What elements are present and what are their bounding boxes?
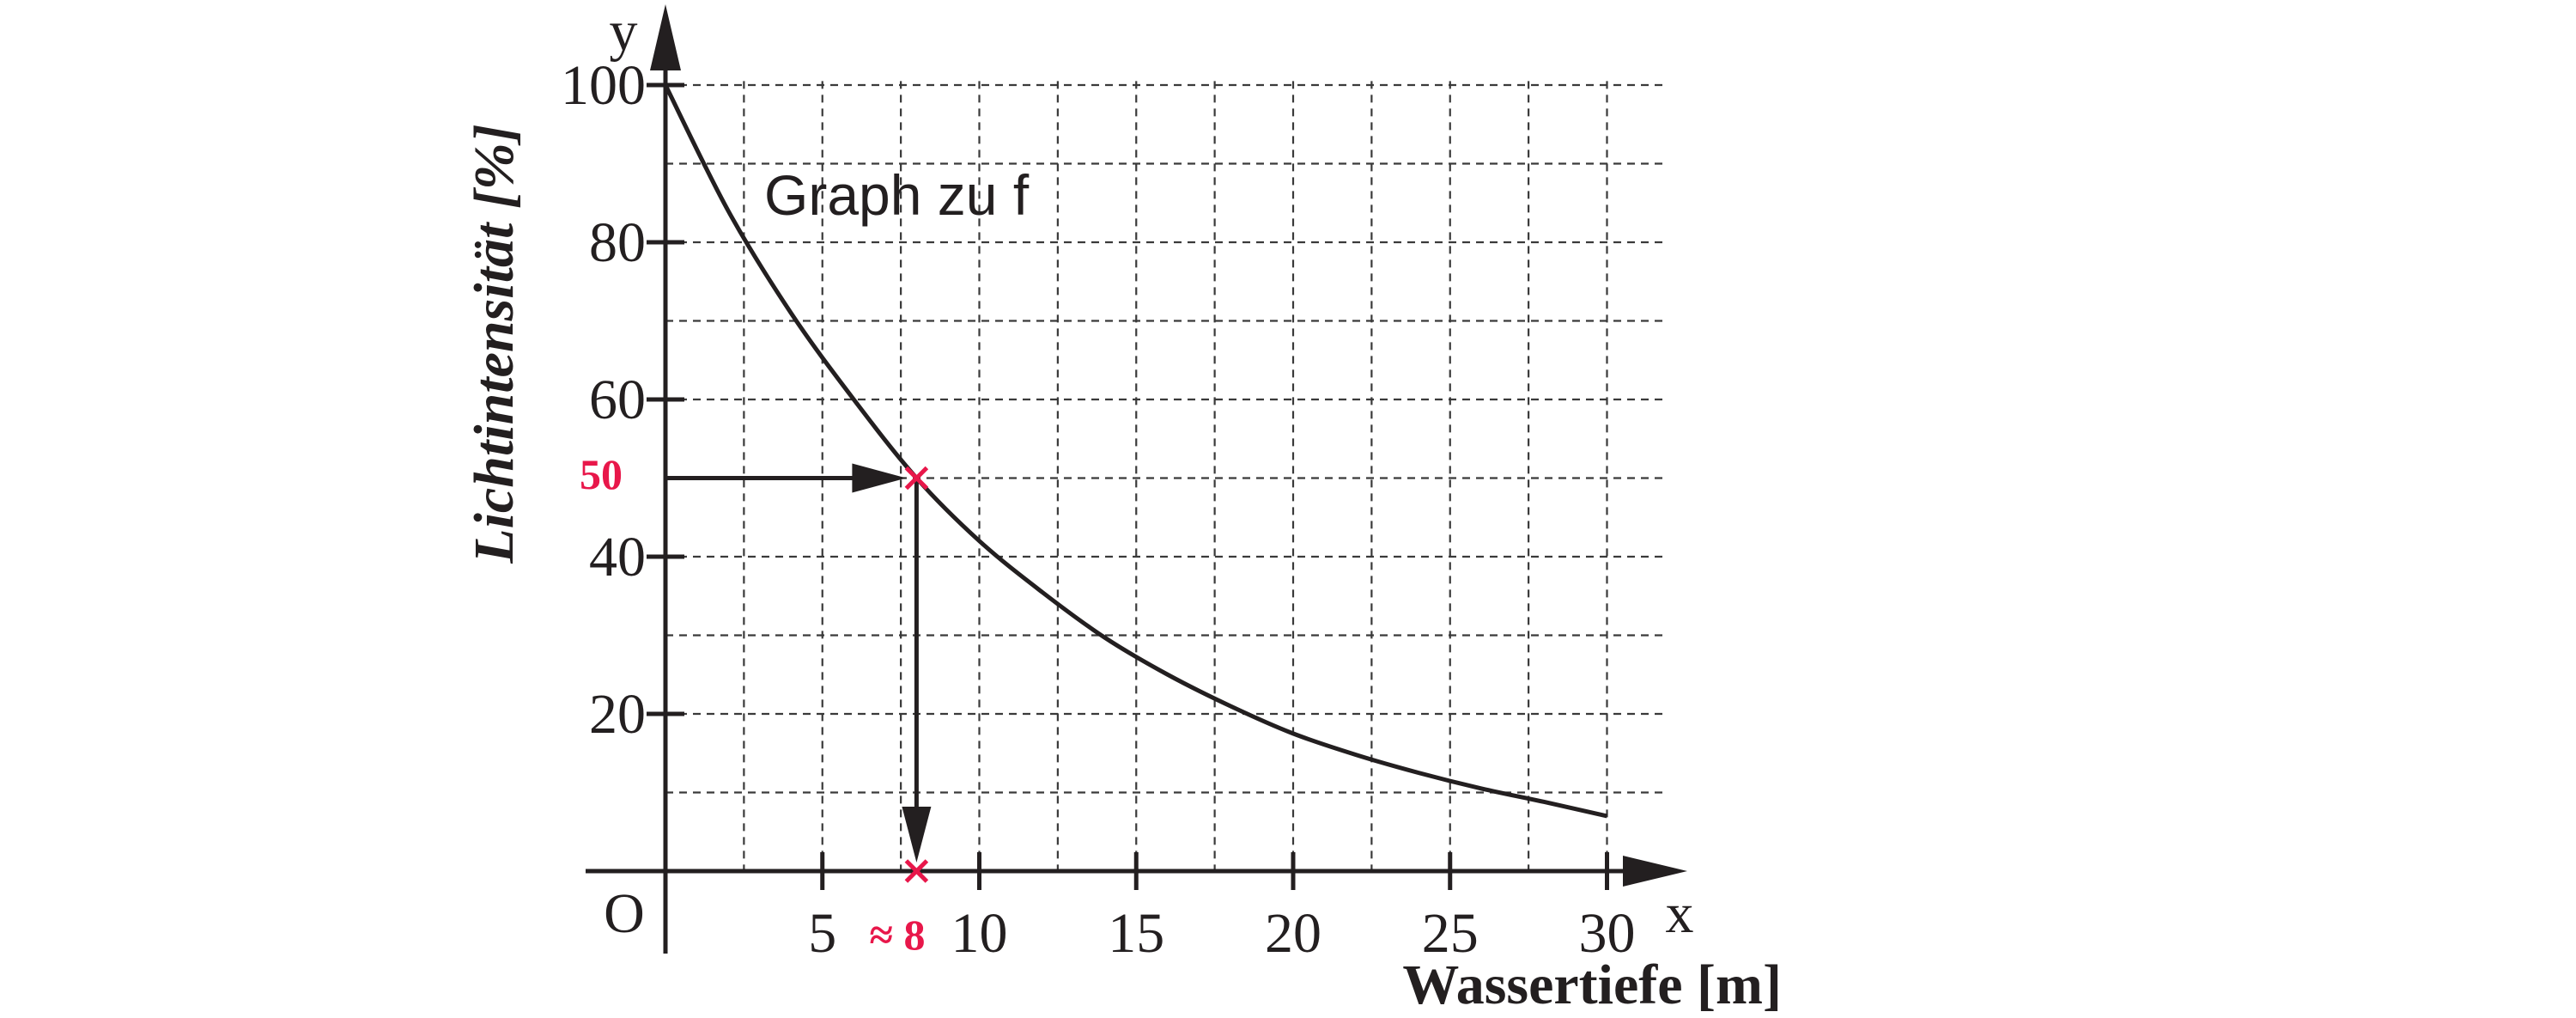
x-tick-label: 5: [808, 902, 836, 965]
x-tick-label: 15: [1108, 902, 1164, 965]
grid: [665, 81, 1664, 871]
annotations: [665, 463, 932, 883]
x-tick-label: 25: [1422, 902, 1479, 965]
y-tick-label: 60: [589, 369, 646, 431]
x-tick-label: 20: [1265, 902, 1321, 965]
ticks: 5 10 15 20 25 30 20 40 60 80 100: [561, 54, 1636, 965]
y-axis-label: Lichtintensität [%]: [463, 124, 526, 564]
cross-stroke: [904, 466, 929, 491]
axes: [586, 4, 1687, 954]
curve-point-marker: [904, 466, 929, 491]
cross-stroke: [904, 859, 929, 883]
y-tick-label: 20: [589, 683, 646, 746]
horizontal-guide-arrowhead: [852, 463, 907, 493]
y-tick-label: 80: [589, 211, 646, 274]
y-axis-name: y: [610, 0, 638, 63]
x-tick-label: 30: [1579, 902, 1636, 965]
y-axis-arrowhead: [650, 4, 681, 70]
y-tick-label: 40: [589, 526, 646, 588]
vertical-guide-arrowhead: [902, 807, 932, 863]
x-tick-label: 10: [951, 902, 1008, 965]
y-value-label: 50: [580, 450, 623, 498]
x-axis-name: x: [1666, 882, 1694, 945]
curve-label: Graph zu f: [764, 163, 1030, 227]
x-axis-arrowhead: [1623, 856, 1687, 887]
origin-label: O: [604, 882, 645, 945]
series: [663, 83, 1608, 819]
curve-f: [663, 83, 1608, 819]
x-axis-label: Wassertiefe [m]: [1402, 954, 1782, 1016]
x-axis-point-marker: [904, 859, 929, 883]
x-value-label: ≈ 8: [870, 911, 926, 959]
y-tick-label: 100: [561, 54, 646, 117]
